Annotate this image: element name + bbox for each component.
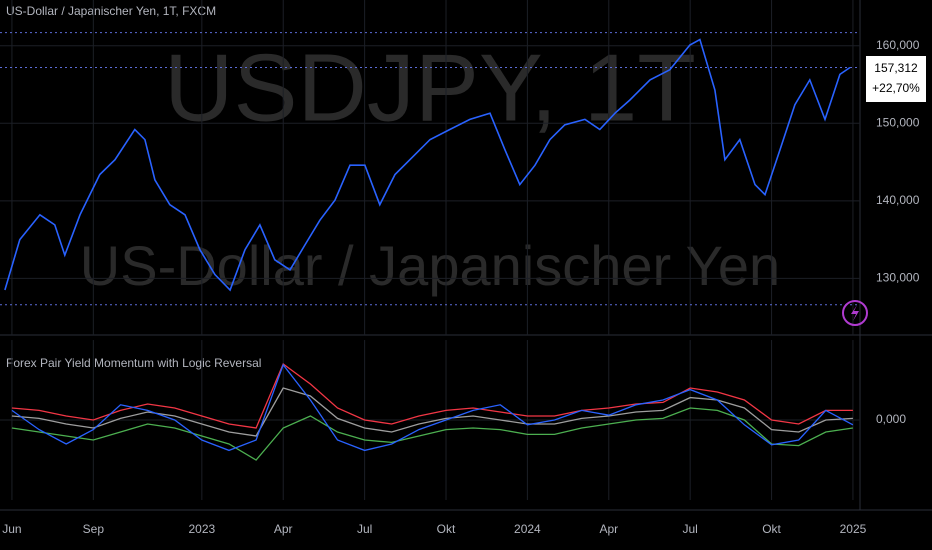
last-price-box	[866, 56, 926, 102]
indicator-title: Forex Pair Yield Momentum with Logic Rev…	[6, 356, 261, 370]
x-tick-label: Jun	[2, 522, 21, 536]
y-tick-label: 0,000	[876, 412, 906, 426]
grid: 130,000 140,000 150,000 160,000 Jun Sep 2023 Ap…	[0, 0, 920, 536]
x-tick-label: Jul	[357, 522, 372, 536]
line-series	[11, 363, 854, 452]
line-series	[4, 38, 851, 292]
x-tick-label: Okt	[762, 522, 781, 536]
marks	[4, 38, 854, 461]
y-tick-label: 150,000	[876, 115, 920, 129]
watermark: USDJPY, 1T	[164, 34, 696, 141]
x-tick-label: Jul	[682, 522, 697, 536]
watermark-subtitle: US-Dollar / Japanischer Yen	[80, 234, 780, 297]
line-series	[11, 407, 853, 461]
y-tick-label: 160,000	[876, 38, 920, 52]
x-tick-label: 2023	[188, 522, 215, 536]
y-tick-label: 130,000	[876, 271, 920, 285]
line-series	[11, 362, 853, 429]
chart-title: US-Dollar / Japanischer Yen, 1T, FXCM	[6, 4, 216, 18]
alert-icon[interactable]	[842, 300, 868, 326]
change-label: +22,70%	[872, 81, 920, 95]
alert-bolt	[851, 305, 859, 321]
x-tick-label: Okt	[437, 522, 456, 536]
x-tick-label: 2025	[840, 522, 867, 536]
x-tick-label: Apr	[599, 522, 618, 536]
x-tick-label: Apr	[274, 522, 293, 536]
x-tick-label: 2024	[514, 522, 541, 536]
y-tick-label: 140,000	[876, 193, 920, 207]
last-price-label: 157,312	[874, 61, 918, 75]
x-tick-label: Sep	[83, 522, 105, 536]
